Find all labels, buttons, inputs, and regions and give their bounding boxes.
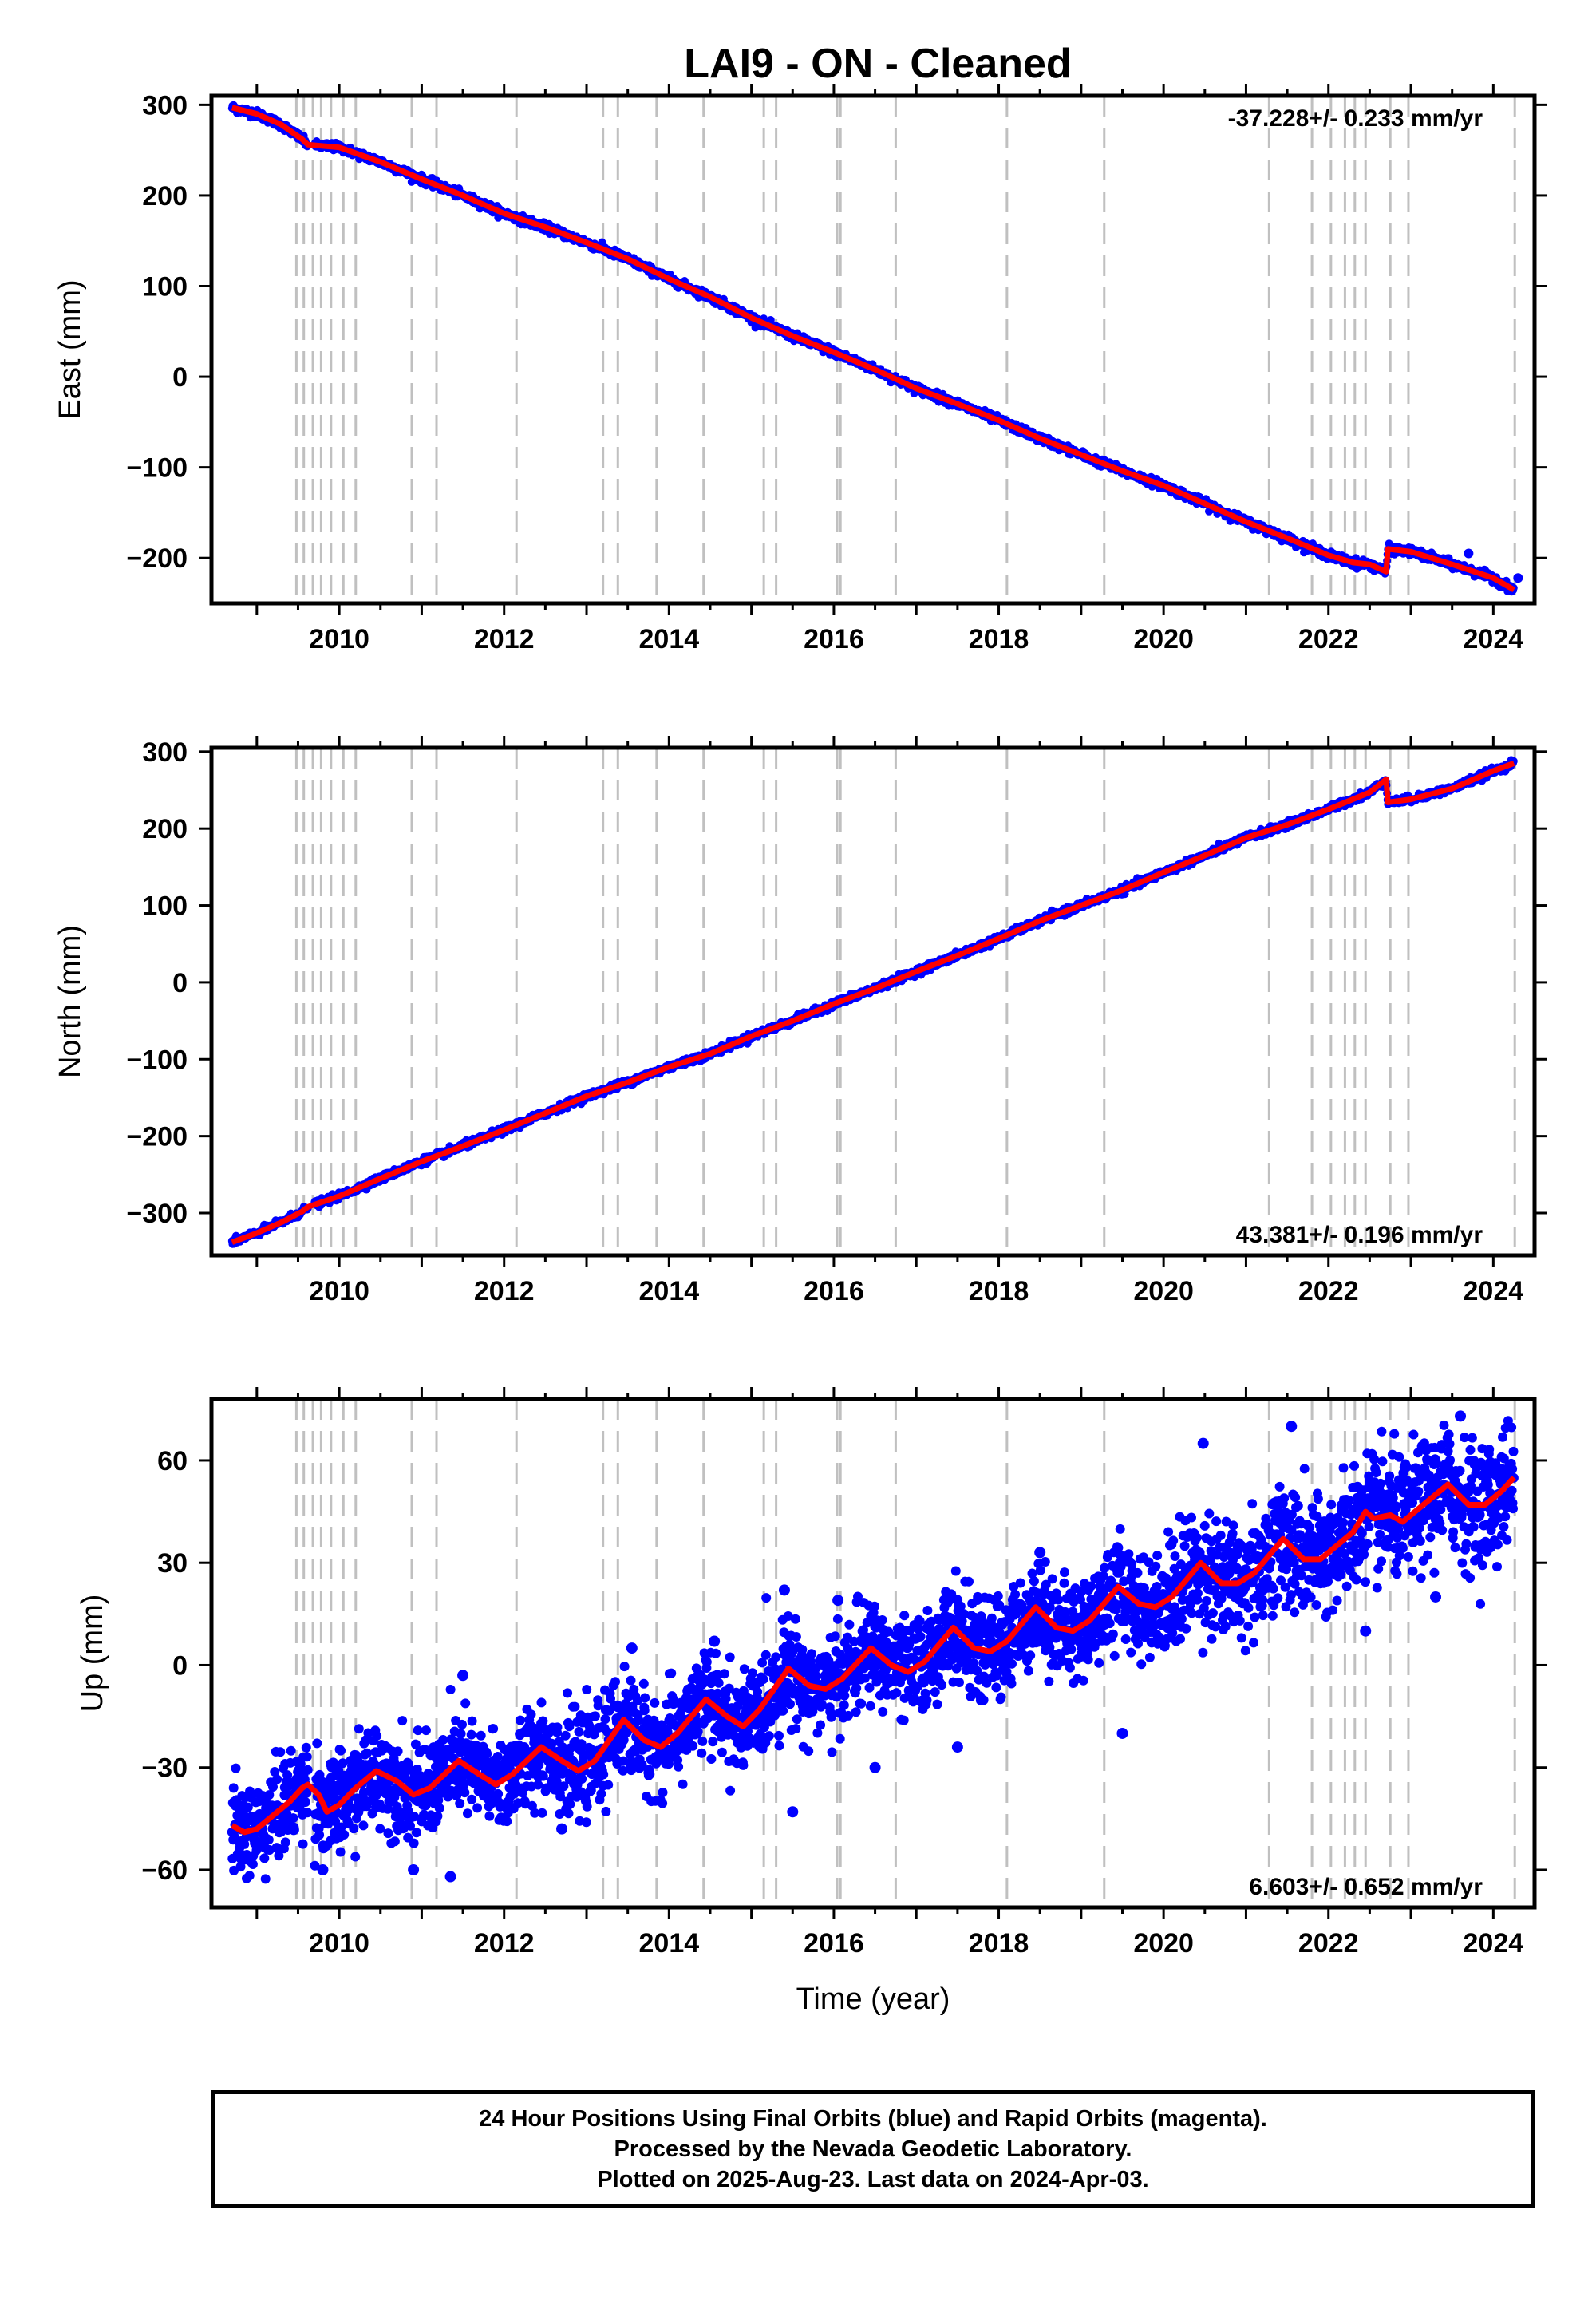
model-fit-line [231, 105, 1515, 593]
north-panel: 2010 2012 2014 2016 2018 2020 2022 202430020010… [53, 736, 1547, 1306]
y-axis-label: East (mm) [53, 279, 87, 419]
outlier-point [1513, 573, 1523, 583]
y-tick-label: −100 [126, 453, 188, 484]
y-tick-label: 100 [142, 272, 188, 302]
east-panel: 2010 2012 2014 2016 2018 2020 2022 2024 300 200 10… [53, 84, 1547, 654]
step-lines [294, 96, 1516, 603]
x-tick-label: 2016 [804, 624, 864, 654]
figure-title: LAI9 - ON - Cleaned [684, 41, 1071, 87]
x-tick-label: 2022 [1298, 624, 1359, 654]
x-tick-label: 2012 [474, 624, 535, 654]
velocity-rate-label: -37.228+/- 0.233 mm/yr [1228, 105, 1483, 132]
data-points [227, 756, 1518, 1248]
plot-frame [209, 93, 1537, 606]
data-points [227, 101, 1523, 596]
y-axis: 300 200 100 0 −100 −200 [126, 90, 1547, 574]
step-lines [294, 748, 1516, 1255]
x-tick-label: 2014 [639, 624, 700, 654]
y-tick-label: 200 [142, 181, 188, 211]
x-tick-label: 2018 [969, 624, 1029, 654]
outlier-point [1464, 548, 1474, 559]
y-tick-label: 0 [172, 362, 188, 393]
y-tick-label: −200 [126, 543, 188, 574]
y-tick-label: 300 [142, 90, 188, 121]
x-tick-label: 2020 [1133, 624, 1194, 654]
x-axis: 2010 2012 2014 2016 2018 2020 2022 2024 [255, 84, 1524, 654]
x-tick-label: 2010 [309, 624, 369, 654]
x-tick-label: 2024 [1464, 624, 1524, 654]
